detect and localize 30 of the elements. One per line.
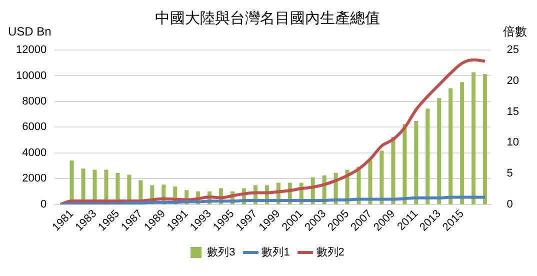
y-tick-label: 2000	[22, 172, 47, 185]
y-tick-label: 8000	[22, 95, 47, 108]
chart-title: 中國大陸與台灣名目國內生產總值	[155, 10, 380, 27]
legend-label: 數列2	[316, 246, 344, 259]
y2-tick-label: 15	[506, 106, 520, 118]
y-axis-title: USD Bn	[8, 24, 52, 38]
bar	[380, 150, 384, 204]
bar	[426, 108, 430, 204]
y2-tick-label: 0	[506, 198, 513, 210]
y2-axis-title: 倍數	[503, 24, 527, 38]
bar	[448, 88, 453, 204]
bar	[483, 74, 488, 204]
bar	[368, 160, 372, 204]
y-tick-label: 10000	[16, 70, 47, 82]
y-tick-label: 12000	[16, 44, 47, 56]
bar	[460, 82, 464, 204]
legend-label: 數列3	[207, 246, 236, 259]
y-tick-label: 4000	[22, 146, 47, 159]
y-tick-label: 6000	[22, 121, 47, 134]
bar	[437, 98, 442, 204]
y2-tick-label: 25	[506, 44, 520, 56]
bar	[472, 72, 476, 204]
y2-tick-label: 5	[506, 168, 513, 180]
legend-label: 數列1	[262, 246, 290, 259]
line-series	[58, 58, 487, 204]
line-series	[58, 196, 487, 204]
y2-tick-label: 10	[506, 136, 520, 149]
y2-tick-label: 20	[506, 74, 520, 87]
bar	[414, 121, 418, 204]
y-tick-label: 0	[40, 198, 47, 210]
